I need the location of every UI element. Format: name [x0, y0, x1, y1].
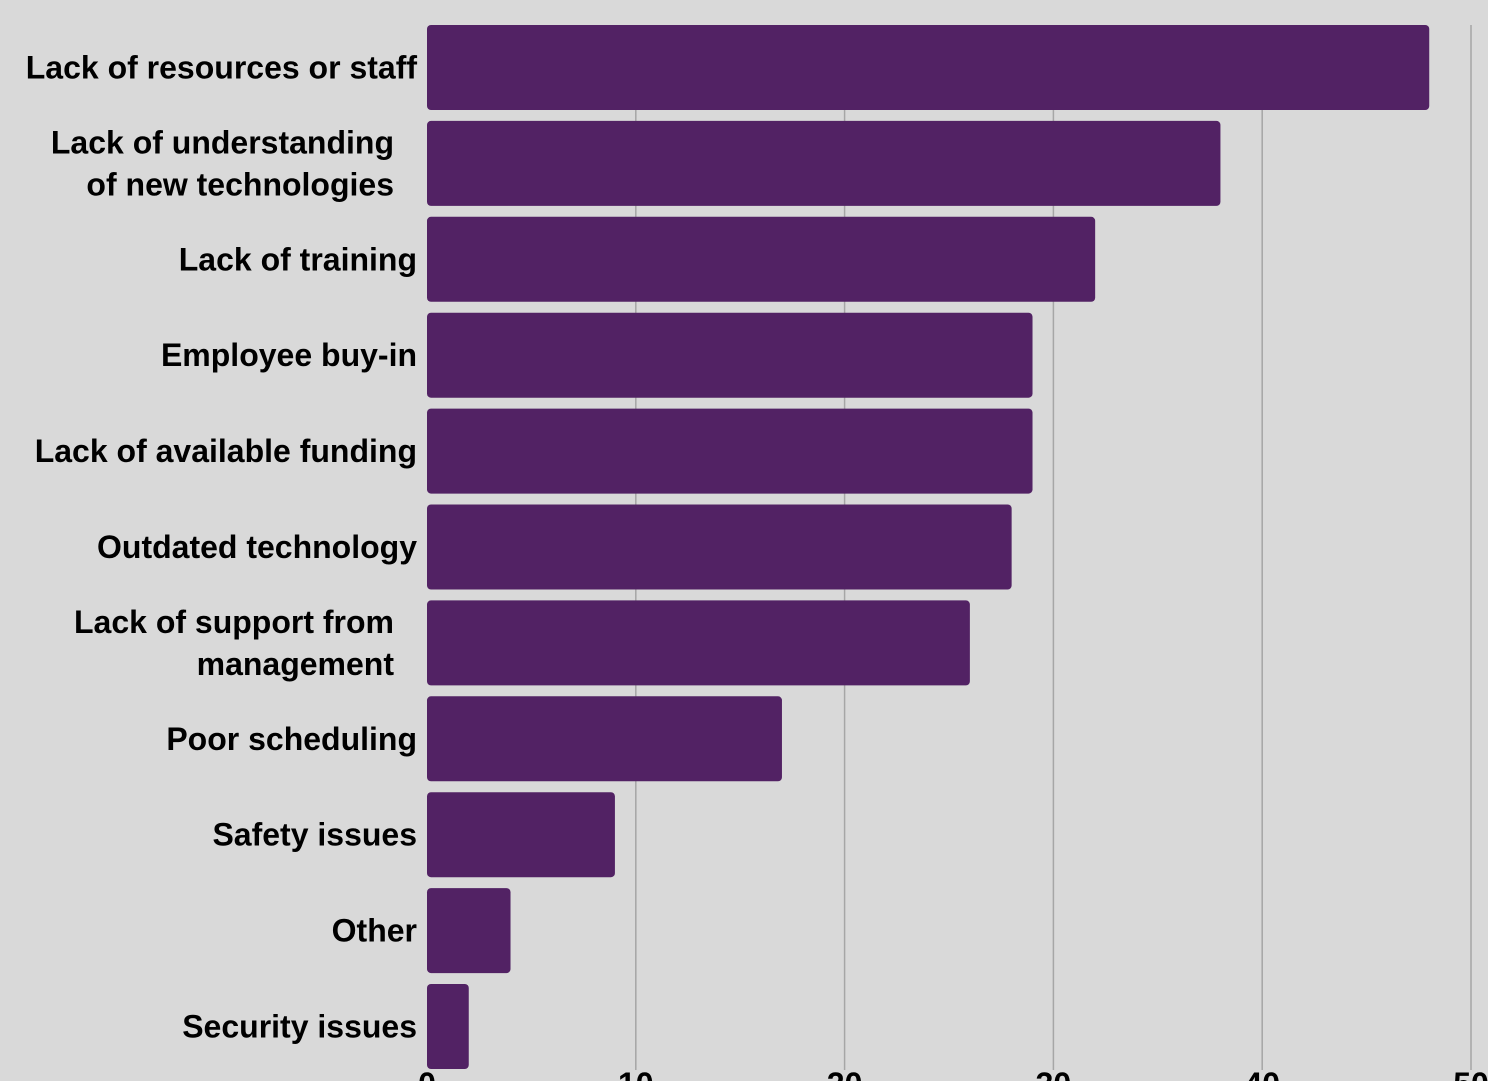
x-tick-label: 20 [827, 1066, 863, 1081]
bar [427, 792, 615, 878]
category-label: management [197, 646, 395, 682]
category-label: Lack of training [179, 241, 417, 277]
category-label: Other [332, 913, 417, 949]
x-tick-label: 50 [1453, 1066, 1488, 1081]
category-label: Lack of resources or staff [26, 50, 418, 86]
category-label: of new technologies [86, 166, 394, 202]
category-label: Lack of understanding [51, 124, 394, 160]
category-label: Employee buy-in [161, 337, 417, 373]
bar [427, 216, 1096, 302]
bar [427, 120, 1221, 206]
category-label: Lack of support from [74, 604, 394, 640]
bar [427, 600, 970, 686]
x-tick-label: 30 [1036, 1066, 1072, 1081]
category-label: Safety issues [212, 817, 417, 853]
bar [427, 25, 1430, 110]
category-label: Lack of available funding [35, 433, 417, 469]
category-label: Poor scheduling [166, 721, 417, 757]
bar [427, 696, 782, 782]
category-labels: Lack of resources or staff Lack of unders… [26, 50, 418, 1045]
bar [427, 504, 1012, 590]
bar [427, 408, 1033, 494]
x-axis-tick-labels: 0 10 20 30 40 50 [418, 1066, 1488, 1081]
x-tick-label: 0 [418, 1066, 436, 1081]
bar [427, 984, 469, 1069]
bars [427, 25, 1430, 1069]
bar [427, 888, 511, 974]
x-tick-label: 10 [618, 1066, 654, 1081]
category-label: Outdated technology [97, 529, 417, 565]
x-tick-label: 40 [1244, 1066, 1280, 1081]
category-label: Security issues [182, 1009, 417, 1045]
bar [427, 312, 1033, 398]
